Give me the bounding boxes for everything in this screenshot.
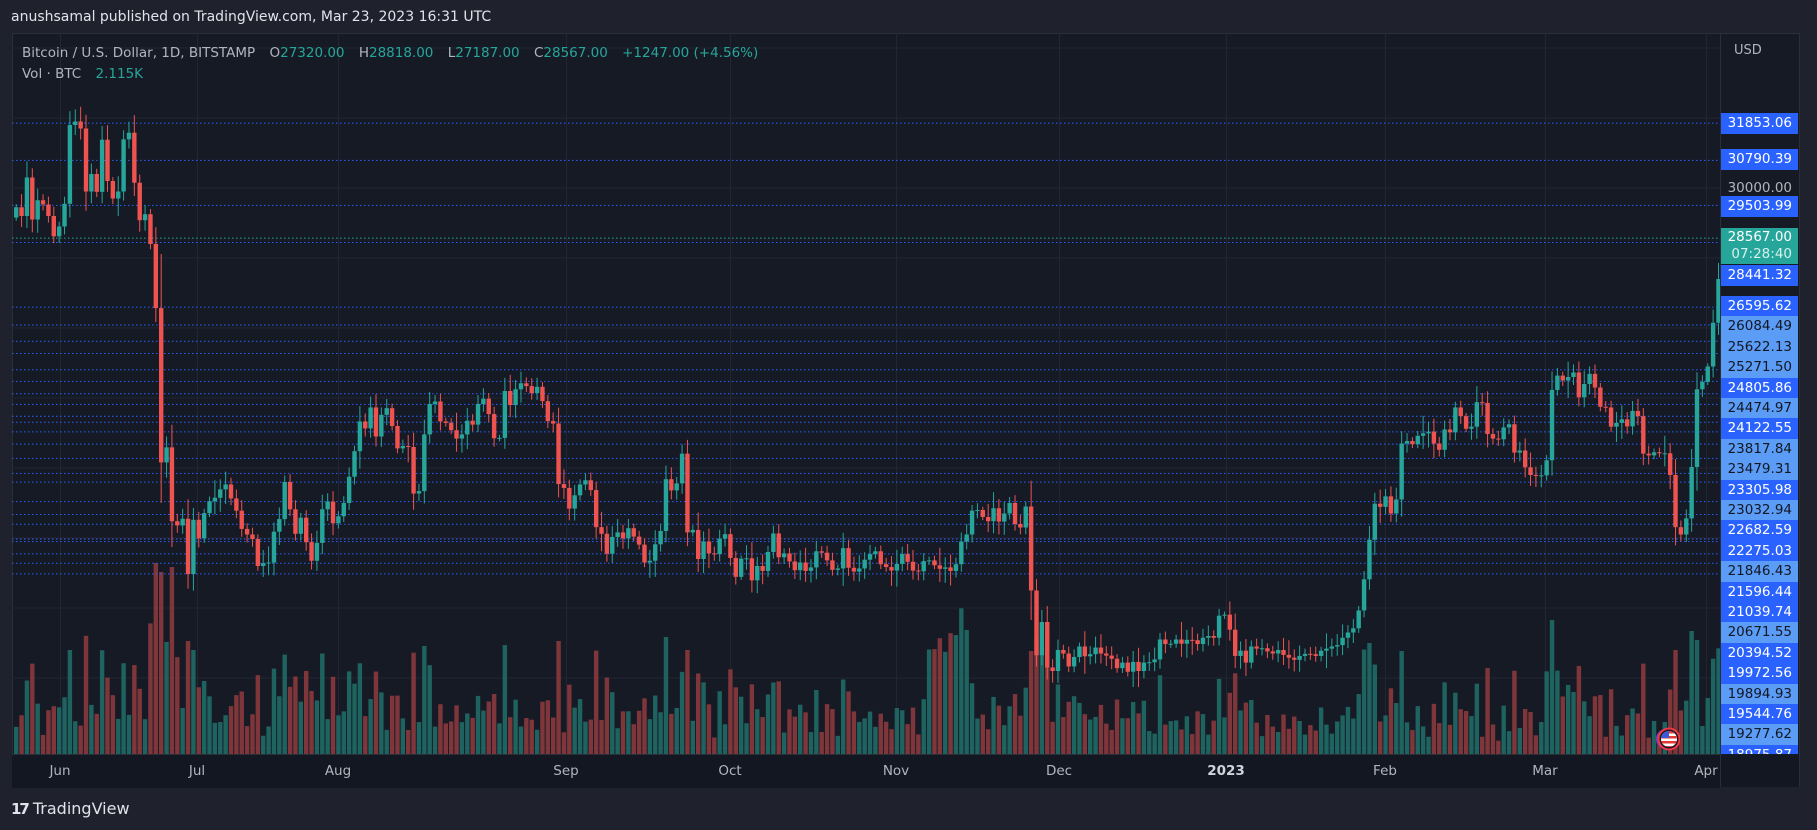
price-tick-30000: 30000.00 <box>1727 180 1792 196</box>
price-level-label: 24805.86 <box>1721 377 1798 399</box>
time-label-nov: Nov <box>882 763 910 779</box>
high-value: 28818.00 <box>368 45 434 61</box>
candlestick-chart[interactable] <box>12 33 1720 754</box>
price-level-label: 28441.32 <box>1721 265 1798 286</box>
tradingview-logo-text: TradingView <box>32 799 130 818</box>
tradingview-logo[interactable]: 17 TradingView <box>11 799 130 818</box>
price-level-label: 25622.13 <box>1721 336 1798 358</box>
price-level-label: 19894.93 <box>1721 683 1798 705</box>
price-level-label: 31853.06 <box>1721 113 1798 134</box>
close-value: 28567.00 <box>543 45 608 61</box>
high-label: H <box>358 45 369 61</box>
change-value: +1247.00 (+4.56%) <box>622 45 759 61</box>
chart-frame[interactable] <box>12 33 1800 787</box>
price-level-label: 26084.49 <box>1721 316 1798 338</box>
price-level-label: 23479.31 <box>1721 459 1798 481</box>
candles <box>14 106 1720 688</box>
price-level-label: 29503.99 <box>1721 196 1798 217</box>
time-label-sep: Sep <box>553 763 579 779</box>
price-level-label: 24474.97 <box>1721 398 1798 419</box>
ohlc-row: Bitcoin / U.S. Dollar, 1D, BITSTAMP O273… <box>22 43 758 64</box>
time-label-dec: Dec <box>1045 763 1073 779</box>
bar-countdown: 07:28:40 <box>1731 246 1792 262</box>
low-label: L <box>447 45 456 61</box>
price-level-label: 26595.62 <box>1721 296 1798 317</box>
axis-corner <box>1721 755 1799 787</box>
time-label-2023: 2023 <box>1207 763 1245 779</box>
open-value: 27320.00 <box>280 45 345 61</box>
time-label-oct: Oct <box>718 763 742 779</box>
price-level-label: 20671.55 <box>1721 622 1798 644</box>
price-axis[interactable]: USD 31853.06 30790.39 30000.00 29503.99 2856… <box>1721 34 1799 754</box>
price-level-label: 22275.03 <box>1721 540 1798 562</box>
price-level-label: 21596.44 <box>1721 581 1798 603</box>
tradingview-logo-icon: 17 <box>11 799 30 818</box>
price-level-label: 23032.94 <box>1721 500 1798 521</box>
symbol-title[interactable]: Bitcoin / U.S. Dollar, 1D, BITSTAMP <box>22 45 256 61</box>
price-level-label: 24122.55 <box>1721 418 1798 440</box>
low-value: 27187.00 <box>455 45 520 61</box>
price-level-label: 25271.50 <box>1721 357 1798 379</box>
volume-row: Vol · BTC 2.115K <box>22 64 758 85</box>
price-level-label: 19972.56 <box>1721 663 1798 685</box>
price-level-label: 20394.52 <box>1721 642 1798 664</box>
price-level-label: 19544.76 <box>1721 704 1798 725</box>
price-level-label: 21846.43 <box>1721 561 1798 583</box>
us-flag-event-icon[interactable] <box>1656 727 1680 751</box>
volume-value: 2.115K <box>95 66 144 82</box>
current-price: 28567.00 <box>1727 229 1792 245</box>
price-level-label: 18975.87 <box>1721 744 1798 754</box>
time-label-feb: Feb <box>1373 763 1397 779</box>
time-label-mar: Mar <box>1532 763 1558 779</box>
volume-bars <box>14 563 1720 754</box>
price-level-label: 23817.84 <box>1721 438 1798 460</box>
price-level-label: 30790.39 <box>1721 149 1798 170</box>
close-label: C <box>533 45 544 61</box>
price-axis-divider <box>1720 33 1721 787</box>
volume-label[interactable]: Vol · BTC <box>22 66 82 82</box>
time-axis[interactable]: Jun Jul Aug Sep Oct Nov Dec 2023 Feb Mar Apr <box>12 754 1720 788</box>
current-price-label: 28567.00 07:28:40 <box>1721 228 1798 264</box>
open-label: O <box>269 45 281 61</box>
time-label-aug: Aug <box>324 763 352 779</box>
time-label-jun: Jun <box>49 763 71 779</box>
time-label-jul: Jul <box>188 763 206 779</box>
price-level-label: 22682.59 <box>1721 520 1798 542</box>
price-level-label: 23305.98 <box>1721 479 1798 501</box>
publish-info: anushsamal published on TradingView.com,… <box>11 9 492 25</box>
price-level-label: 21039.74 <box>1721 602 1798 623</box>
price-level-label: 19277.62 <box>1721 724 1798 746</box>
time-label-apr: Apr <box>1694 763 1718 779</box>
currency-label[interactable]: USD <box>1734 43 1762 58</box>
chart-legend: Bitcoin / U.S. Dollar, 1D, BITSTAMP O273… <box>22 43 758 85</box>
